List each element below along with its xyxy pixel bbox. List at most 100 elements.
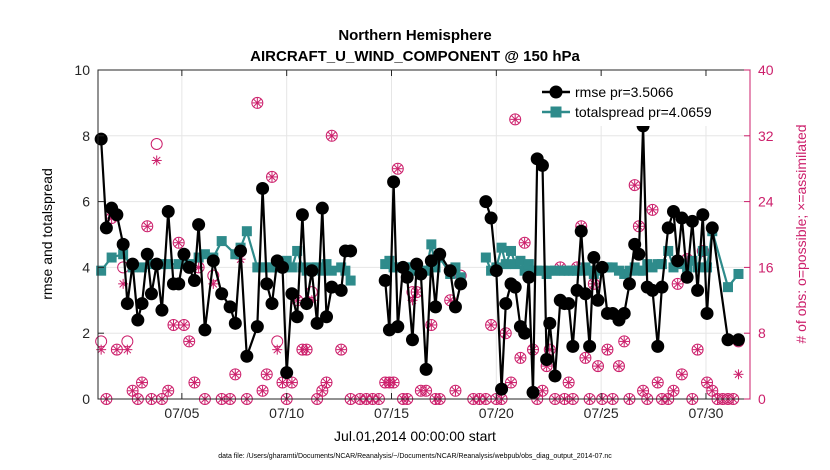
totalspread-point <box>722 282 733 293</box>
y-tick-label-left: 0 <box>82 391 90 407</box>
rmse-point <box>628 237 642 251</box>
rmse-point <box>433 247 447 261</box>
obs-assimilated-point <box>286 377 297 388</box>
obs-assimilated-point <box>692 344 703 355</box>
rmse-point <box>661 221 675 235</box>
obs-assimilated-point <box>127 385 138 396</box>
rmse-point <box>315 201 329 215</box>
obs-assimilated-point <box>272 344 283 355</box>
totalspread-point <box>480 252 491 263</box>
rmse-point <box>260 277 274 291</box>
rmse-point <box>400 270 414 284</box>
rmse-point <box>378 274 392 288</box>
obs-assimilated-point <box>388 377 399 388</box>
rmse-point <box>410 257 424 271</box>
obs-assimilated-point <box>163 385 174 396</box>
obs-assimilated-point <box>580 352 591 363</box>
rmse-point <box>700 306 714 320</box>
legend-rmse-marker <box>549 85 563 99</box>
totalspread-point <box>173 259 184 270</box>
totalspread-point <box>523 259 534 270</box>
rmse-point <box>94 132 108 146</box>
totalspread-point <box>500 259 511 270</box>
rmse-point <box>508 280 522 294</box>
obs-possible-point <box>499 327 512 340</box>
x-tick-label: 07/05 <box>164 405 199 421</box>
rmse-point <box>680 270 694 284</box>
rmse-point <box>391 320 405 334</box>
obs-assimilated-point <box>411 287 422 298</box>
data-series <box>94 119 745 399</box>
rmse-point <box>135 297 149 311</box>
y-tick-label-right: 40 <box>758 62 774 78</box>
obs-possible-point <box>256 384 269 397</box>
obs-possible-point <box>671 277 684 290</box>
obs-possible-point <box>335 343 348 356</box>
rmse-point <box>522 270 536 284</box>
y-tick-label-left: 6 <box>82 194 90 210</box>
totalspread-point <box>687 255 698 266</box>
y-tick-label-right: 32 <box>758 128 774 144</box>
series-rmse <box>94 119 745 399</box>
obs-possible-point <box>136 376 149 389</box>
obs-assimilated-point <box>189 377 200 388</box>
rmse-point <box>172 277 186 291</box>
y-tick-label-right: 8 <box>758 325 766 341</box>
obs-possible-point <box>172 236 185 249</box>
totalspread-point <box>199 249 210 260</box>
y-tick-label-right: 24 <box>758 194 774 210</box>
rmse-point <box>250 320 264 334</box>
rmse-point <box>448 300 462 314</box>
totalspread-point <box>163 259 174 270</box>
rmse-point <box>99 221 113 235</box>
rmse-point <box>495 382 509 396</box>
obs-assimilated-point <box>486 319 497 330</box>
totalspread-point <box>692 262 703 273</box>
totalspread-point <box>638 265 649 276</box>
totalspread-point <box>340 265 351 276</box>
rmse-point <box>126 257 140 271</box>
rmse-point <box>562 297 576 311</box>
obs-assimilated-point <box>111 344 122 355</box>
obs-possible-point <box>251 96 264 109</box>
rmse-point <box>396 260 410 274</box>
totalspread-point <box>550 265 561 276</box>
rmse-point <box>632 247 646 261</box>
totalspread-point <box>607 262 618 273</box>
obs-possible-point <box>141 220 154 233</box>
rmse-point <box>320 310 334 324</box>
obs-possible-point <box>618 335 631 348</box>
rmse-point <box>155 303 169 317</box>
rmse-point <box>280 366 294 380</box>
rmse-point <box>192 218 206 232</box>
y-axis-label-left: rmse and totalspread <box>39 168 55 300</box>
x-tick-label: 07/20 <box>479 405 514 421</box>
rmse-point <box>144 287 158 301</box>
rmse-point <box>131 313 145 327</box>
obs-possible-point <box>691 343 704 356</box>
obs-assimilated-point <box>321 377 332 388</box>
obs-assimilated-point <box>702 377 713 388</box>
obs-assimilated-point <box>230 369 241 380</box>
obs-assimilated-point <box>510 114 521 125</box>
rmse-point <box>310 316 324 330</box>
data-file-footnote: data file: /Users/gharamti/Documents/NCA… <box>218 453 612 460</box>
rmse-point <box>334 283 348 297</box>
totalspread-point <box>252 262 263 273</box>
obs-assimilated-point <box>733 369 744 380</box>
totalspread-point <box>510 259 521 270</box>
obs-assimilated-point <box>261 369 272 380</box>
rmse-point <box>414 267 428 281</box>
obs-possible-point <box>592 360 605 373</box>
obs-assimilated-point <box>629 180 640 191</box>
obs-assimilated-point <box>450 385 461 396</box>
legend-box <box>535 76 746 126</box>
obs-assimilated-point <box>707 385 718 396</box>
obs-assimilated-point <box>137 377 148 388</box>
obs-possible-point <box>505 376 518 389</box>
legend-rmse-label: rmse pr=3.5066 <box>575 84 674 100</box>
totalspread-point <box>96 265 107 276</box>
y-axis-label-right: # of obs: o=possible; ×=assimilated <box>793 124 809 343</box>
obs-assimilated-point <box>168 319 179 330</box>
rmse-point <box>140 247 154 261</box>
